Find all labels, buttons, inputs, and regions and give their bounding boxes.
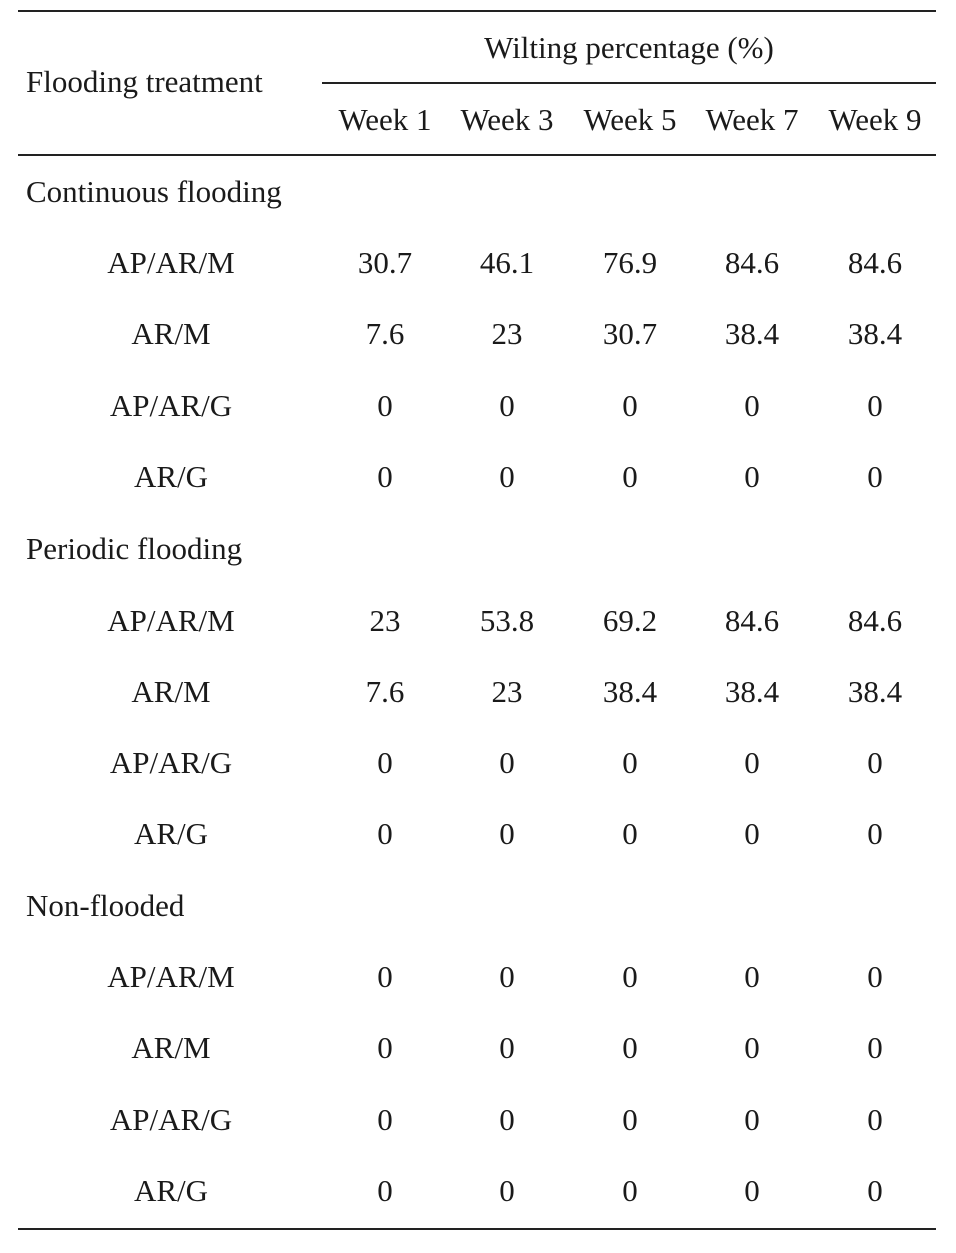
row-label: AR/G <box>133 1173 209 1208</box>
table-cell: 0 <box>867 1102 883 1137</box>
table-cell: 0 <box>499 1102 515 1137</box>
table-cell: 0 <box>622 816 638 851</box>
table-cell: 0 <box>744 745 760 780</box>
table-row: AP/AR/M 30.7 46.1 76.9 84.6 84.6 <box>0 243 956 283</box>
table-cell: 0 <box>377 459 393 494</box>
table-cell: 84.6 <box>724 603 780 638</box>
row-label: AP/AR/G <box>109 745 233 780</box>
column-header-week-5: Week 5 <box>583 102 677 137</box>
column-header-week-3: Week 3 <box>460 102 554 137</box>
table-cell: 0 <box>499 1173 515 1208</box>
table-row: AP/AR/M 23 53.8 69.2 84.6 84.6 <box>0 601 956 641</box>
table-cell: 7.6 <box>365 316 405 351</box>
top-rule <box>18 10 936 12</box>
table-cell: 0 <box>867 959 883 994</box>
table-row: AR/G 0 0 0 0 0 <box>0 814 956 854</box>
row-label: AR/G <box>133 459 209 494</box>
table-cell: 0 <box>867 1030 883 1065</box>
table-row: AP/AR/G 0 0 0 0 0 <box>0 386 956 426</box>
table-cell: 38.4 <box>724 674 780 709</box>
row-label: AP/AR/M <box>107 245 235 280</box>
table-cell: 23 <box>491 674 523 709</box>
table-row: AP/AR/G 0 0 0 0 0 <box>0 743 956 783</box>
table-cell: 0 <box>377 959 393 994</box>
table-cell: 0 <box>867 459 883 494</box>
table-cell: 0 <box>622 1030 638 1065</box>
table-cell: 0 <box>499 959 515 994</box>
section-title: Non-flooded <box>26 888 185 923</box>
table-cell: 30.7 <box>357 245 413 280</box>
table-cell: 0 <box>377 1102 393 1137</box>
table-cell: 0 <box>499 745 515 780</box>
table-cell: 38.4 <box>847 316 903 351</box>
column-header-week-9: Week 9 <box>828 102 922 137</box>
table-row: AP/AR/M 0 0 0 0 0 <box>0 957 956 997</box>
table-cell: 0 <box>377 1030 393 1065</box>
table-cell: 69.2 <box>602 603 658 638</box>
table-cell: 7.6 <box>365 674 405 709</box>
table-cell: 0 <box>744 459 760 494</box>
table-cell: 0 <box>744 816 760 851</box>
table-cell: 0 <box>499 388 515 423</box>
row-header: Flooding treatment <box>26 64 263 99</box>
section-title: Periodic flooding <box>26 531 243 566</box>
table-cell: 0 <box>744 1030 760 1065</box>
table-cell: 84.6 <box>724 245 780 280</box>
row-label: AP/AR/G <box>109 1102 233 1137</box>
bottom-rule <box>18 1228 936 1230</box>
table-cell: 0 <box>867 388 883 423</box>
table-cell: 0 <box>744 388 760 423</box>
table-cell: 38.4 <box>724 316 780 351</box>
table-cell: 84.6 <box>847 603 903 638</box>
table-cell: 0 <box>377 816 393 851</box>
group-header: Wilting percentage (%) <box>484 30 774 65</box>
table-cell: 0 <box>622 388 638 423</box>
table-cell: 0 <box>377 388 393 423</box>
table-cell: 38.4 <box>602 674 658 709</box>
table-cell: 46.1 <box>479 245 535 280</box>
table-cell: 0 <box>377 1173 393 1208</box>
row-label: AP/AR/M <box>107 959 235 994</box>
table-cell: 23 <box>369 603 401 638</box>
table-cell: 30.7 <box>602 316 658 351</box>
table-cell: 0 <box>622 459 638 494</box>
table-cell: 0 <box>499 459 515 494</box>
section-title: Continuous flooding <box>26 174 282 209</box>
row-label: AP/AR/G <box>109 388 233 423</box>
table-row: AP/AR/G 0 0 0 0 0 <box>0 1100 956 1140</box>
table-row: AR/M 7.6 23 38.4 38.4 38.4 <box>0 672 956 712</box>
header-rule <box>18 154 936 156</box>
table-cell: 0 <box>867 745 883 780</box>
row-label: AP/AR/M <box>107 603 235 638</box>
row-label: AR/G <box>133 816 209 851</box>
table-cell: 0 <box>622 1173 638 1208</box>
table-row: AR/G 0 0 0 0 0 <box>0 457 956 497</box>
row-label: AR/M <box>131 674 211 709</box>
table-cell: 0 <box>622 1102 638 1137</box>
table-cell: 0 <box>377 745 393 780</box>
table-cell: 0 <box>744 1102 760 1137</box>
table-cell: 0 <box>499 1030 515 1065</box>
table-cell: 23 <box>491 316 523 351</box>
table-cell: 0 <box>744 1173 760 1208</box>
table-row: AR/M 0 0 0 0 0 <box>0 1028 956 1068</box>
group-rule <box>322 82 936 84</box>
table-cell: 0 <box>622 745 638 780</box>
table-cell: 0 <box>867 816 883 851</box>
table-cell: 76.9 <box>602 245 658 280</box>
table-cell: 84.6 <box>847 245 903 280</box>
table-cell: 0 <box>622 959 638 994</box>
row-label: AR/M <box>131 1030 211 1065</box>
column-header-week-1: Week 1 <box>338 102 432 137</box>
table-cell: 0 <box>499 816 515 851</box>
table-cell: 0 <box>744 959 760 994</box>
column-header-week-7: Week 7 <box>705 102 799 137</box>
table-cell: 38.4 <box>847 674 903 709</box>
table-row: AR/M 7.6 23 30.7 38.4 38.4 <box>0 314 956 354</box>
table-cell: 0 <box>867 1173 883 1208</box>
table-row: AR/G 0 0 0 0 0 <box>0 1171 956 1211</box>
table-cell: 53.8 <box>479 603 535 638</box>
row-label: AR/M <box>131 316 211 351</box>
